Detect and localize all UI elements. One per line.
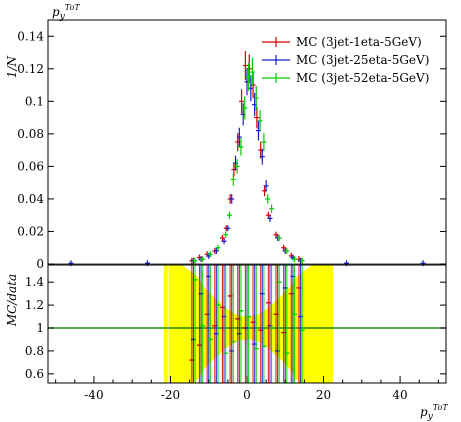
legend-entry: MC (3jet-25eta-5GeV) — [296, 53, 429, 67]
ratio-x-axis: -40 -20 0 20 40 — [55, 376, 439, 402]
ratio-panel: 0.6 0.8 1 1.2 1.4 -40 -20 0 20 40 MC/data pyToT — [5, 264, 448, 422]
main-y-tick-label: 0.08 — [17, 127, 44, 141]
main-y-tick-label: 0.02 — [17, 224, 44, 238]
ratio-y-tick-label: 0.6 — [25, 367, 44, 381]
ratio-y-tick-label: 1 — [36, 321, 44, 335]
ratio-x-tick-label: -20 — [161, 388, 180, 402]
ratio-x-tick-label: 20 — [316, 388, 331, 402]
main-y-label: 1/N — [5, 56, 19, 79]
main-panel: 0 0.02 0.04 0.06 0.08 0.1 0.12 0.14 1/N pyToT — [5, 3, 447, 271]
ratio-x-tick-label: 40 — [392, 388, 407, 402]
main-y-tick-label: 0.06 — [17, 159, 44, 173]
ratio-uncertainty-band — [168, 265, 334, 383]
main-y-tick-label: 0.12 — [17, 62, 44, 76]
ratio-y-tick-label: 1.4 — [25, 275, 44, 289]
main-series-group — [68, 50, 426, 267]
ratio-y-tick-label: 0.8 — [25, 344, 44, 358]
legend: MC (3jet-1eta-5GeV) MC (3jet-25eta-5GeV) M… — [262, 35, 429, 85]
main-y-tick-label: 0.1 — [25, 94, 44, 108]
main-y-tick-label: 0.14 — [17, 29, 44, 43]
main-y-axis: 0 0.02 0.04 0.06 0.08 0.1 0.12 0.14 — [17, 29, 446, 271]
main-top-label: pyToT — [52, 3, 80, 22]
ratio-x-tick-label: 0 — [243, 388, 251, 402]
main-y-tick-label: 0 — [36, 257, 44, 271]
main-y-tick-label: 0.04 — [17, 192, 44, 206]
legend-entry: MC (3jet-52eta-5GeV) — [296, 71, 429, 85]
ratio-series-group — [189, 265, 305, 383]
ratio-band-edge — [328, 265, 333, 383]
ratio-x-label: pyToT — [420, 403, 448, 422]
ratio-y-label: MC/data — [5, 274, 19, 327]
ratio-y-tick-label: 1.2 — [25, 298, 44, 312]
ratio-band-edge — [163, 265, 168, 383]
legend-entry: MC (3jet-1eta-5GeV) — [296, 35, 422, 49]
ratio-x-tick-label: -40 — [84, 388, 103, 402]
ratio-y-axis: 0.6 0.8 1 1.2 1.4 — [25, 275, 446, 381]
